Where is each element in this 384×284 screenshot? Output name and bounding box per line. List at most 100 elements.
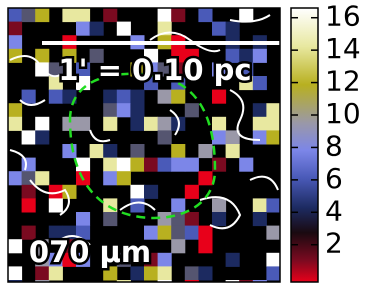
pixel: [171, 144, 185, 158]
pixel: [266, 117, 280, 131]
pixel: [212, 90, 226, 104]
pixel: [35, 171, 49, 185]
pixel: [144, 158, 158, 172]
pixel: [185, 185, 199, 199]
pixel: [144, 185, 158, 199]
pixel: [212, 22, 226, 36]
pixel: [62, 144, 76, 158]
pixel: [171, 198, 185, 212]
pixel: [76, 158, 90, 172]
pixel: [130, 103, 144, 117]
pixel: [130, 117, 144, 131]
pixel: [22, 130, 36, 144]
pixel: [8, 103, 22, 117]
pixel: [103, 103, 117, 117]
pixel: [22, 185, 36, 199]
pixel: [266, 226, 280, 240]
pixel: [130, 144, 144, 158]
pixel: [49, 90, 63, 104]
pixel: [158, 130, 172, 144]
pixel: [158, 8, 172, 22]
pixel: [198, 8, 212, 22]
pixel: [158, 158, 172, 172]
pixel: [185, 103, 199, 117]
pixel: [117, 158, 131, 172]
pixel: [103, 171, 117, 185]
colorbar-tick-label: 4: [325, 194, 343, 227]
pixel: [253, 103, 267, 117]
pixel: [144, 117, 158, 131]
pixel: [239, 8, 253, 22]
pixel: [198, 266, 212, 280]
pixel: [8, 22, 22, 36]
pixel: [185, 212, 199, 226]
pixel: [212, 117, 226, 131]
pixel: [62, 185, 76, 199]
pixel: [198, 144, 212, 158]
pixel: [130, 185, 144, 199]
pixel: [8, 171, 22, 185]
pixel: [49, 198, 63, 212]
pixel: [117, 22, 131, 36]
pixel: [253, 49, 267, 63]
pixel: [8, 117, 22, 131]
pixel: [266, 198, 280, 212]
pixel: [198, 226, 212, 240]
colorbar-tick-label: 12: [325, 65, 361, 98]
pixel: [22, 198, 36, 212]
pixel: [253, 130, 267, 144]
pixel: [253, 198, 267, 212]
pixel: [62, 8, 76, 22]
figure: 1' = 0.10 pc 070 μm 246810121416: [0, 0, 384, 284]
pixel: [239, 158, 253, 172]
pixel: [266, 253, 280, 267]
pixel: [35, 8, 49, 22]
pixel: [158, 226, 172, 240]
pixel: [8, 266, 22, 280]
pixel: [226, 144, 240, 158]
pixel: [185, 266, 199, 280]
pixel: [90, 144, 104, 158]
pixel: [76, 8, 90, 22]
pixel: [266, 103, 280, 117]
pixel: [158, 266, 172, 280]
colorbar-tick-label: 6: [325, 162, 343, 195]
pixel: [212, 130, 226, 144]
pixel: [8, 8, 22, 22]
pixel: [76, 212, 90, 226]
pixel: [8, 35, 22, 49]
pixel: [253, 76, 267, 90]
colorbar-tick-label: 2: [325, 227, 343, 260]
pixel: [22, 90, 36, 104]
pixel: [117, 103, 131, 117]
pixel: [198, 239, 212, 253]
scale-label: 1' = 0.10 pc: [58, 53, 251, 87]
pixel: [8, 239, 22, 253]
pixel: [212, 212, 226, 226]
pixel: [103, 158, 117, 172]
pixel: [35, 117, 49, 131]
pixel: [171, 226, 185, 240]
pixel: [171, 8, 185, 22]
colorbar-tick-label: 10: [325, 97, 361, 130]
pixel: [158, 253, 172, 267]
band-label: 070 μm: [29, 235, 151, 269]
pixel: [103, 117, 117, 131]
pixel: [253, 212, 267, 226]
colorbar-tick-label: 8: [325, 129, 343, 162]
pixel: [76, 22, 90, 36]
pixel: [185, 158, 199, 172]
pixel: [76, 117, 90, 131]
pixel: [22, 158, 36, 172]
pixel: [171, 158, 185, 172]
pixel: [198, 171, 212, 185]
pixel: [171, 239, 185, 253]
pixel: [266, 266, 280, 280]
pixel: [130, 158, 144, 172]
pixel: [130, 198, 144, 212]
pixel: [130, 90, 144, 104]
pixel: [171, 90, 185, 104]
pixel: [158, 90, 172, 104]
pixel: [253, 117, 267, 131]
pixel: [226, 253, 240, 267]
